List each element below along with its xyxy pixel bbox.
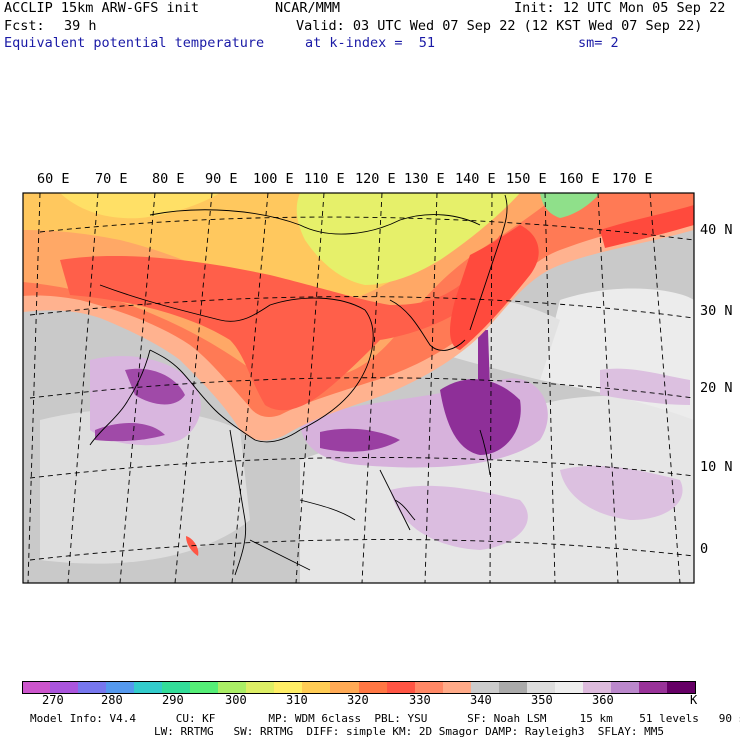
lon-label: 80 E — [152, 171, 185, 187]
model-title: ACCLIP 15km ARW-GFS init — [4, 0, 200, 16]
lat-label: 10 N — [700, 459, 733, 475]
lon-label: 70 E — [95, 171, 128, 187]
lat-label: 20 N — [700, 380, 733, 396]
physics-info-line: LW: RRTMG SW: RRTMG DIFF: simple KM: 2D … — [154, 725, 664, 738]
colorbar-label: 290 — [162, 693, 184, 707]
colorbar-swatch — [498, 681, 528, 694]
colorbar-swatch — [302, 681, 331, 694]
colorbar-label: 310 — [286, 693, 308, 707]
colorbar-swatch — [610, 681, 640, 694]
colorbar-label: 270 — [42, 693, 64, 707]
lat-label: 40 N — [700, 222, 733, 238]
lon-label: 160 E — [559, 171, 600, 187]
lon-label: 170 E — [612, 171, 653, 187]
colorbar-swatch — [554, 681, 584, 694]
colorbar-swatch — [22, 681, 52, 694]
lon-label: 90 E — [205, 171, 238, 187]
colorbar-swatch — [218, 681, 247, 694]
colorbar-unit: K — [690, 693, 698, 707]
colorbar-label: 320 — [347, 693, 369, 707]
org-label: NCAR/MMM — [275, 0, 341, 16]
init-time: Init: 12 UTC Mon 05 Sep 22 — [514, 0, 726, 16]
colorbar-swatch — [358, 681, 388, 694]
graticule — [27, 193, 694, 583]
colorbar-swatch — [526, 681, 556, 694]
colorbar-swatch — [330, 681, 359, 694]
forecast-hours: 39 h — [64, 18, 97, 34]
lon-label: 130 E — [404, 171, 445, 187]
lon-label: 120 E — [355, 171, 396, 187]
valid-time: Valid: 03 UTC Wed 07 Sep 22 (12 KST Wed … — [296, 18, 703, 34]
colorbar-swatch — [470, 681, 500, 694]
colorbar-swatch — [50, 681, 79, 694]
colorbar-swatch — [246, 681, 275, 694]
lat-label: 30 N — [700, 303, 733, 319]
lon-label: 150 E — [506, 171, 547, 187]
colorbar-swatch — [78, 681, 107, 694]
colorbar-swatch — [582, 681, 612, 694]
lon-label: 140 E — [455, 171, 496, 187]
colorbar-swatch — [106, 681, 135, 694]
map-frame — [22, 192, 695, 584]
colorbar-swatch — [190, 681, 219, 694]
field-name: Equivalent potential temperature — [4, 35, 265, 51]
lon-label: 60 E — [37, 171, 70, 187]
lon-label: 110 E — [304, 171, 345, 187]
colorbar-label: 280 — [101, 693, 123, 707]
coastlines — [89, 194, 508, 576]
level-label: at k-index = 51 — [305, 35, 436, 51]
colorbar-swatch — [274, 681, 303, 694]
colorbar-label: 340 — [470, 693, 492, 707]
colorbar-swatch — [666, 681, 697, 694]
colorbar-label: 300 — [225, 693, 247, 707]
colorbar-swatch — [162, 681, 191, 694]
colorbar-swatch — [134, 681, 163, 694]
forecast-label: Fcst: — [4, 18, 45, 34]
colorbar-swatch — [442, 681, 472, 694]
lat-label: 0 — [700, 541, 709, 557]
colorbar-swatch — [414, 681, 444, 694]
smoothing-label: sm= 2 — [578, 35, 619, 51]
lon-label: 100 E — [253, 171, 294, 187]
colorbar-label: 360 — [592, 693, 614, 707]
colorbar-label: 330 — [409, 693, 431, 707]
colorbar-swatch — [386, 681, 416, 694]
model-info-line: Model Info: V4.4 CU: KF MP: WDM 6class P… — [30, 712, 740, 725]
colorbar-label: 350 — [531, 693, 553, 707]
colorbar-swatch — [638, 681, 668, 694]
